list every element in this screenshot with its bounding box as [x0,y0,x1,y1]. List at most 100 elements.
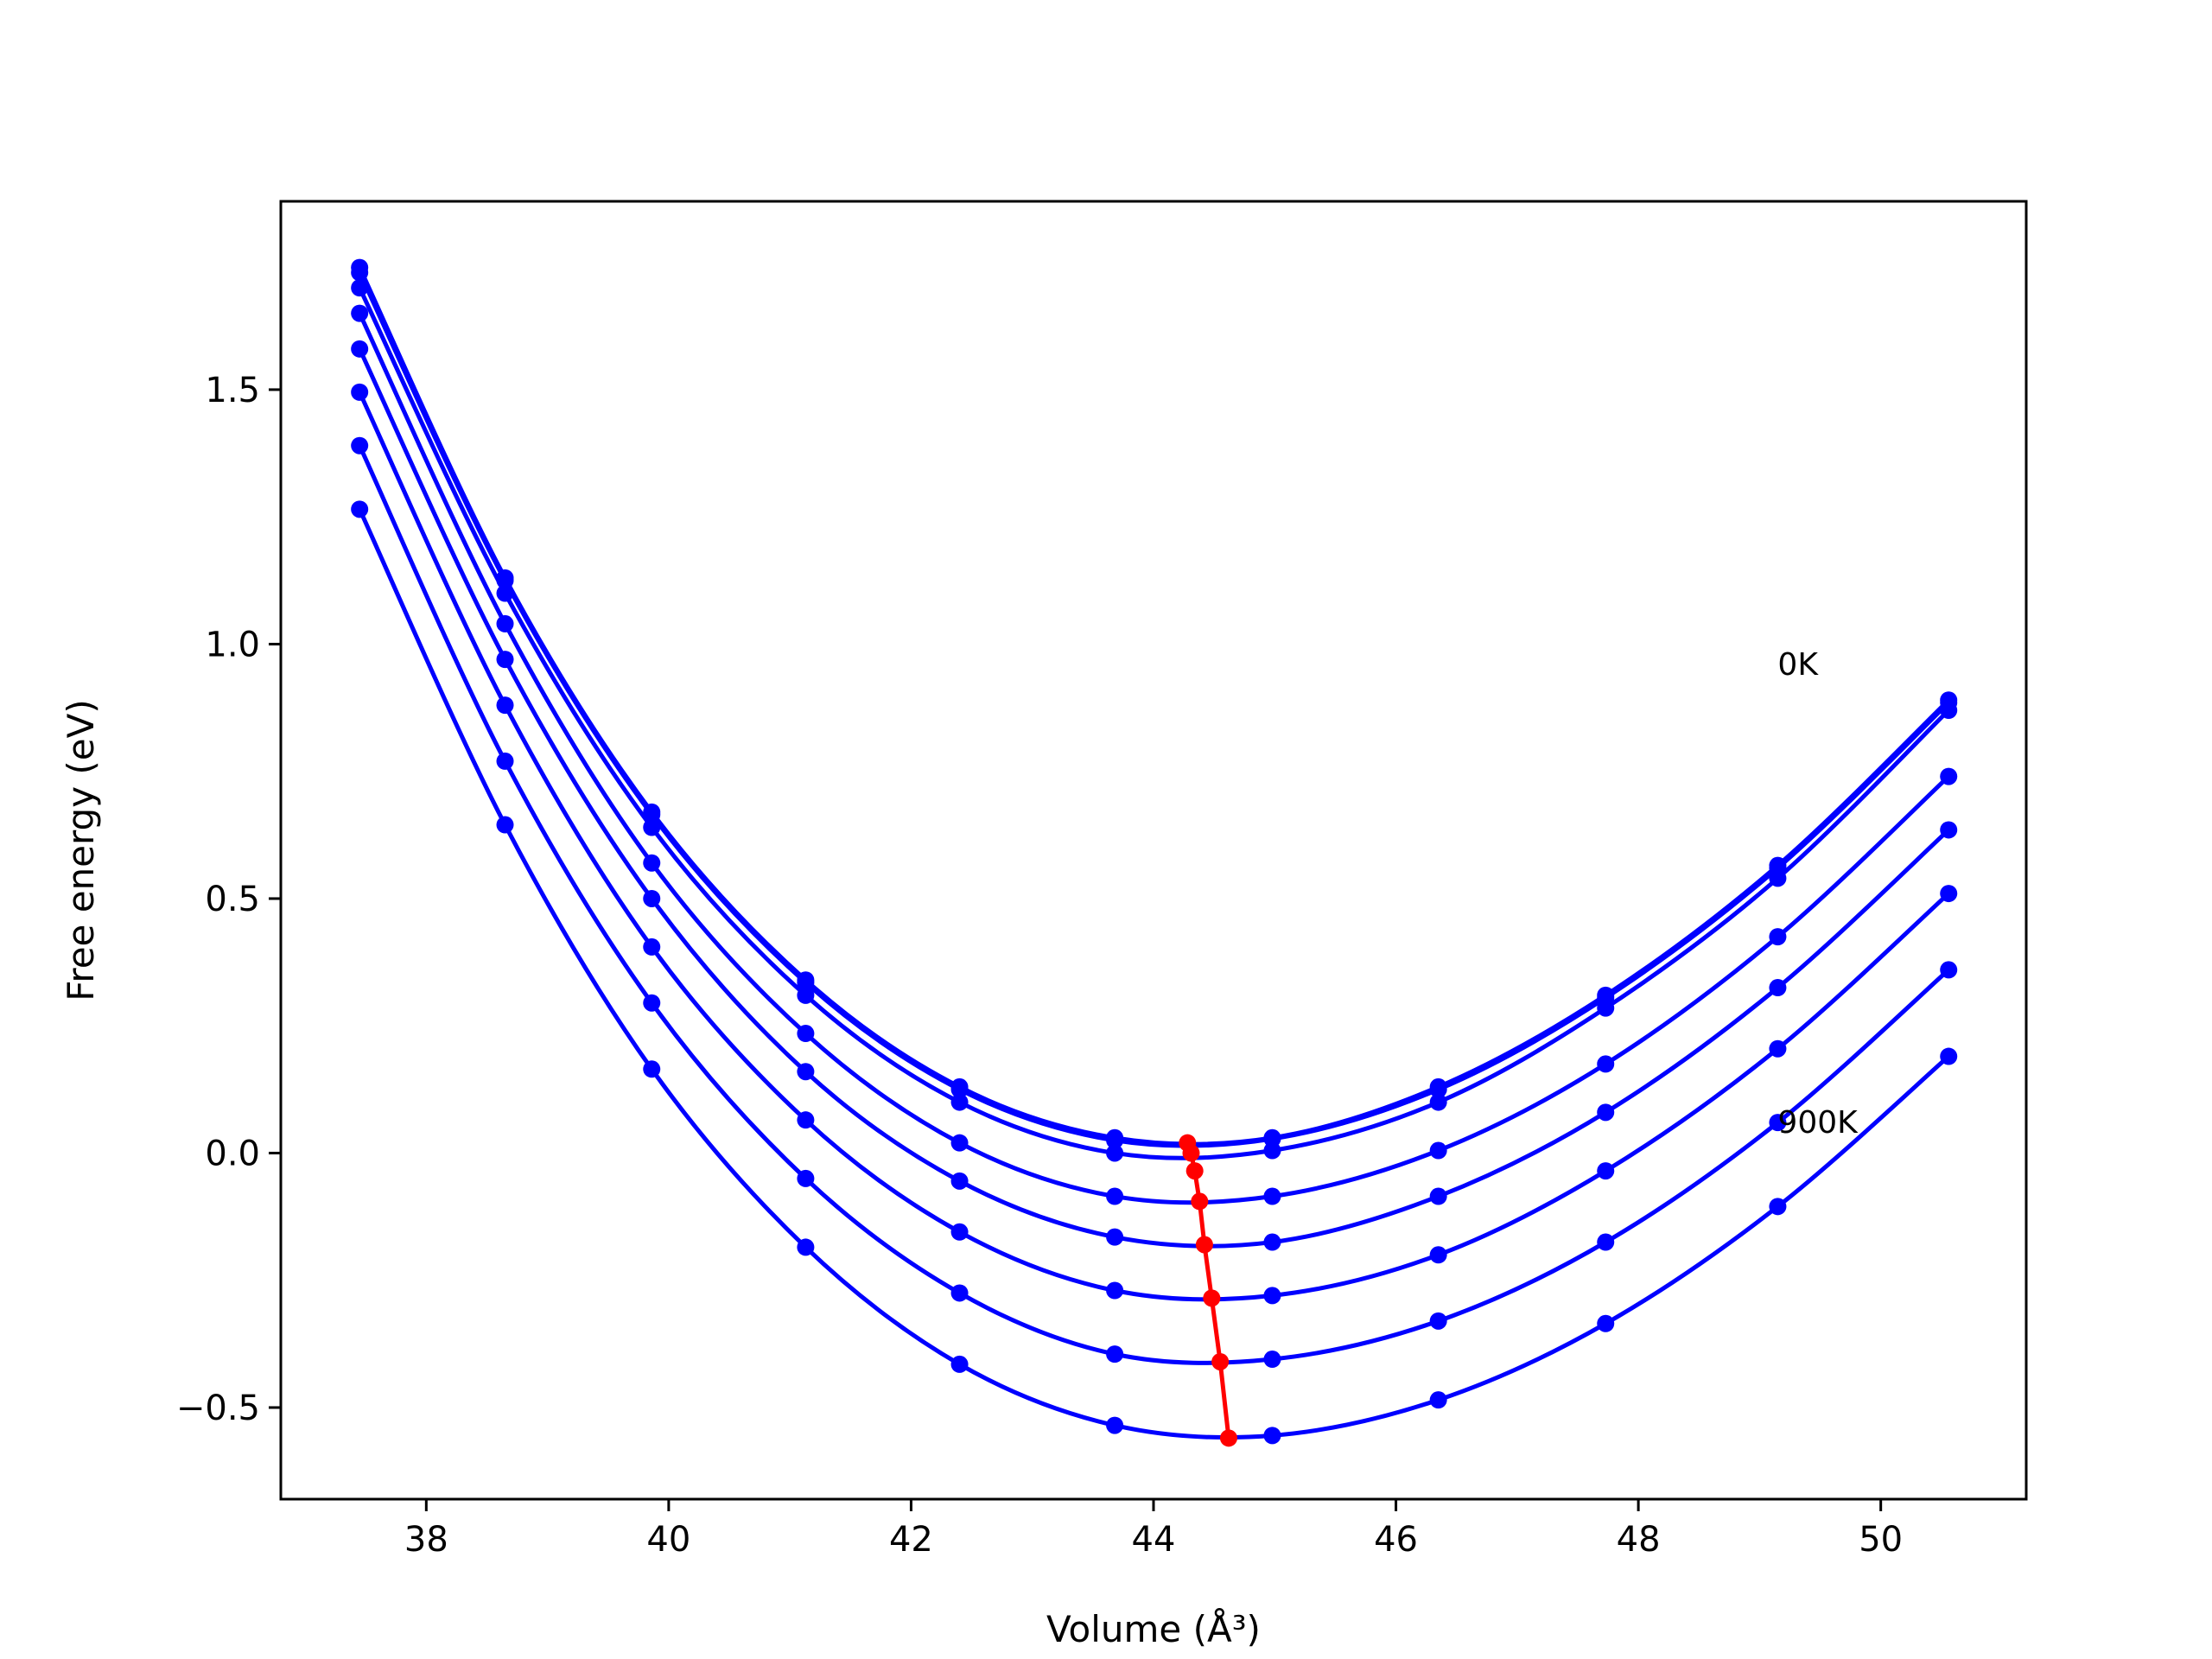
data-point [496,651,514,669]
data-point [1940,767,1958,785]
data-point [1769,869,1787,887]
data-point [950,1080,969,1098]
data-point [1106,1281,1124,1300]
data-point [1769,1198,1787,1216]
y-axis-label: Free energy (eV) [60,699,102,1001]
data-point [1429,1080,1447,1098]
minimum-point [1211,1352,1230,1370]
data-point [496,614,514,632]
x-tick-label: 46 [1374,1520,1418,1560]
data-point [1940,821,1958,839]
data-point [950,1134,969,1152]
data-point [1940,961,1958,979]
data-point [1769,928,1787,946]
data-point [1263,1287,1281,1305]
series-3 [351,304,1958,1205]
data-point [1597,1162,1615,1180]
data-point [1597,1055,1615,1073]
data-point [1263,1233,1281,1251]
minima-layer [1179,1134,1237,1447]
minimum-point [1191,1192,1209,1211]
data-point [643,1060,661,1078]
data-point [1940,1047,1958,1065]
y-tick-label: 1.5 [205,371,260,410]
data-point [950,1172,969,1190]
data-point [797,986,815,1004]
series-5 [351,383,1958,1305]
data-point [1429,1187,1447,1205]
minimum-point [1195,1236,1213,1254]
data-point [1429,1391,1447,1409]
data-point [1263,1141,1281,1160]
minimum-point [1203,1289,1221,1307]
data-point [1597,1103,1615,1122]
series-line [357,271,1950,1148]
data-point [1597,1314,1615,1332]
series-line [357,508,1950,1440]
data-point [1263,1187,1281,1205]
data-point [797,1111,815,1129]
data-point [643,938,661,956]
data-point [950,1355,969,1373]
data-point [1106,1416,1124,1434]
series-layer [351,258,1958,1445]
data-point [351,436,369,454]
data-point [643,889,661,907]
x-tick-label: 38 [404,1520,448,1560]
x-tick-label: 42 [889,1520,933,1560]
minimum-point [1219,1429,1237,1447]
data-point [1106,1345,1124,1363]
y-tick-label: 0.0 [205,1134,260,1173]
series-line [357,391,1950,1302]
data-point [643,818,661,836]
data-point [1429,1246,1447,1264]
series-line [357,347,1950,1249]
data-point [797,1238,815,1256]
data-point [496,816,514,834]
data-point [643,994,661,1012]
data-point [1769,1114,1787,1132]
x-axis: 38 40 42 44 46 48 50 [404,1499,1903,1560]
minimum-point [1182,1144,1200,1162]
minimum-point [1185,1162,1204,1180]
data-point [351,383,369,401]
data-point [797,1025,815,1043]
data-point [950,1223,969,1241]
data-point [950,1284,969,1302]
data-point [1263,1351,1281,1369]
y-axis: −0.5 0.0 0.5 1.0 1.5 [176,371,281,1428]
annotation-0: 0K [1777,647,1819,683]
data-point [351,279,369,297]
data-point [496,696,514,715]
y-tick-label: 0.5 [205,880,260,919]
data-point [797,1169,815,1187]
data-point [1429,1141,1447,1160]
data-point [351,264,369,282]
data-point [1597,999,1615,1017]
x-axis-label: Volume (Å³) [1046,1607,1261,1650]
series-6 [351,436,1958,1369]
data-point [351,304,369,322]
annotation-1: 900K [1777,1105,1859,1141]
data-point [496,584,514,602]
y-tick-label: 1.0 [205,625,260,664]
data-point [1106,1131,1124,1149]
x-tick-label: 50 [1859,1520,1903,1560]
data-point [1769,1039,1787,1058]
series-line [357,312,1950,1205]
data-point [797,1063,815,1081]
data-point [351,340,369,358]
series-7 [351,500,1958,1445]
data-point [1940,702,1958,720]
data-point [1769,979,1787,997]
data-point [1263,1427,1281,1445]
data-point [797,974,815,992]
y-tick-label: −0.5 [176,1389,260,1428]
x-tick-label: 40 [646,1520,690,1560]
annotation-layer: 0K 900K [1777,647,1859,1141]
data-point [351,500,369,518]
x-tick-label: 48 [1617,1520,1661,1560]
data-point [1597,1233,1615,1251]
